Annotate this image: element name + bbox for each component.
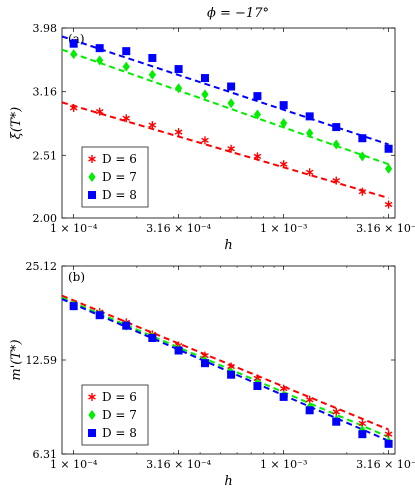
data-point <box>122 61 130 72</box>
data-point <box>305 168 314 177</box>
x-tick-label: 3.16 × 10⁻³ <box>356 222 415 235</box>
data-point <box>174 346 183 355</box>
fit-line <box>61 294 389 431</box>
x-tick-label: 1 × 10⁻³ <box>260 458 307 471</box>
data-point <box>70 49 78 60</box>
data-point <box>384 200 393 209</box>
x-tick-label: 1 × 10⁻⁴ <box>50 222 98 235</box>
data-point <box>174 128 183 137</box>
legend-marker <box>88 393 96 401</box>
data-point <box>279 392 288 401</box>
data-point <box>122 114 131 123</box>
data-point <box>122 47 131 56</box>
legend-label: D = 8 <box>102 188 137 202</box>
data-point <box>305 406 314 415</box>
data-point <box>305 112 314 121</box>
data-point <box>332 407 341 416</box>
y-tick-label: 3.98 <box>33 22 58 35</box>
data-point <box>332 417 341 426</box>
y-axis-label: ξ(T*) <box>9 107 24 139</box>
data-point <box>227 370 236 379</box>
panel-label: (b) <box>68 270 85 284</box>
y-tick-label: 3.16 <box>33 86 58 99</box>
data-point <box>174 65 183 74</box>
data-point <box>253 152 262 161</box>
data-point <box>148 69 156 80</box>
data-point <box>358 134 367 143</box>
data-point <box>200 74 209 83</box>
data-point <box>95 44 104 53</box>
legend-label: D = 7 <box>102 170 137 184</box>
figure-title: ϕ = −17° <box>207 6 269 21</box>
data-point <box>332 123 341 132</box>
x-tick-label: 3.16 × 10⁻⁴ <box>146 458 212 471</box>
data-point <box>122 321 131 330</box>
data-point <box>227 144 235 153</box>
data-point <box>148 54 157 63</box>
data-point <box>358 151 366 162</box>
data-point <box>174 83 183 94</box>
legend-marker <box>88 172 96 182</box>
data-point <box>279 160 288 169</box>
data-point <box>384 430 393 439</box>
fit-line <box>61 48 389 166</box>
data-point <box>280 118 288 129</box>
data-point <box>384 163 393 174</box>
data-point <box>253 109 262 120</box>
data-point <box>69 39 78 48</box>
data-point <box>253 92 262 101</box>
legend-label: D = 6 <box>102 390 137 404</box>
data-point <box>69 103 78 112</box>
data-point <box>358 430 367 439</box>
data-point <box>253 382 262 391</box>
data-point <box>227 98 235 109</box>
data-point <box>384 144 393 153</box>
plot-frame <box>61 27 396 219</box>
x-axis-label: h <box>224 238 232 253</box>
data-point <box>95 311 104 320</box>
legend-marker <box>88 155 96 163</box>
y-tick-label: 2.51 <box>33 149 58 162</box>
x-tick-label: 3.16 × 10⁻³ <box>356 458 415 471</box>
data-point <box>201 136 209 145</box>
data-point <box>332 139 340 150</box>
data-point <box>279 101 288 110</box>
data-point <box>227 82 236 91</box>
data-point <box>201 89 209 100</box>
data-point <box>384 439 393 448</box>
panel-a: 1 × 10⁻⁴ 3.16 × 10⁻⁴ 1 × 10⁻³ 3.16 × 10⁻³ 2.… <box>9 22 415 253</box>
legend-label: D = 7 <box>102 408 137 422</box>
x-tick-label: 1 × 10⁻³ <box>260 222 307 235</box>
data-point <box>332 176 341 185</box>
x-tick-label: 3.16 × 10⁻⁴ <box>146 222 212 235</box>
data-point <box>306 128 314 139</box>
data-point <box>358 187 367 196</box>
y-tick-label: 2.00 <box>33 212 58 225</box>
y-tick-label: 25.12 <box>26 260 58 273</box>
data-point <box>69 302 78 311</box>
legend-marker <box>88 429 96 437</box>
y-tick-label: 12.59 <box>26 354 58 367</box>
data-point <box>200 359 209 368</box>
legend-label: D = 8 <box>102 426 137 440</box>
legend-label: D = 6 <box>102 152 137 166</box>
data-point <box>96 55 104 66</box>
data-point <box>95 107 104 116</box>
y-tick-label: 6.31 <box>33 448 58 461</box>
data-point <box>148 121 157 130</box>
x-axis-label: h <box>224 474 232 489</box>
data-point <box>148 333 157 342</box>
y-axis-label: m'(T*) <box>9 339 24 380</box>
panel-b: 1 × 10⁻⁴ 3.16 × 10⁻⁴ 1 × 10⁻³ 3.16 × 10⁻³ 6.… <box>9 260 415 489</box>
x-tick-label: 1 × 10⁻⁴ <box>50 458 98 471</box>
legend-marker <box>88 410 96 420</box>
fit-line <box>61 35 389 146</box>
legend-marker <box>88 191 96 199</box>
